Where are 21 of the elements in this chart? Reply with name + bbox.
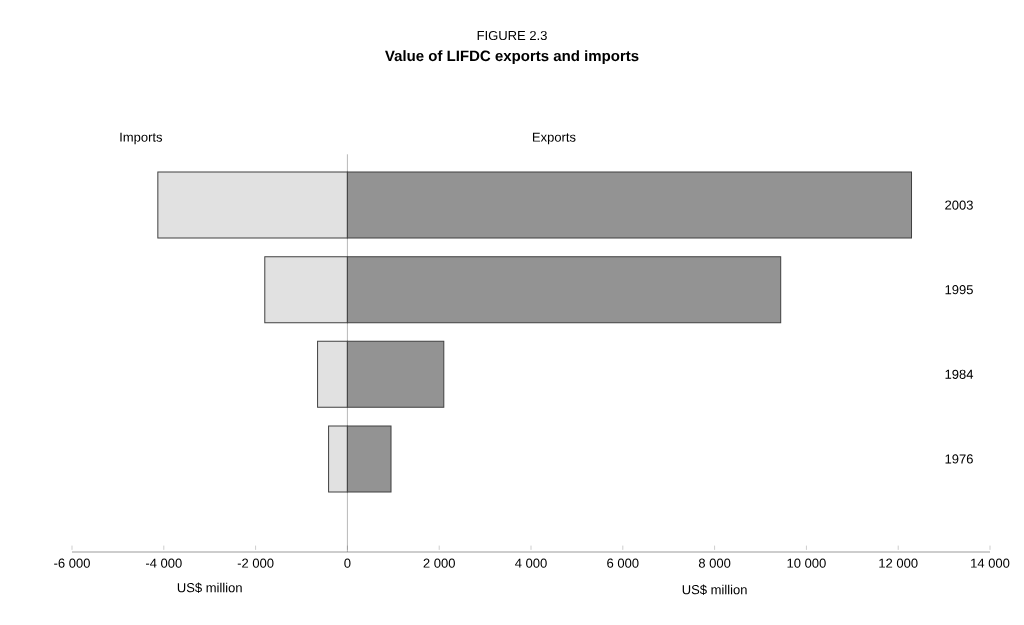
x-tick-label: 8 000 bbox=[698, 558, 731, 568]
chart-subtitle: Value of LIFDC exports and imports bbox=[385, 50, 639, 65]
x-tick-label: -2 000 bbox=[237, 558, 274, 568]
chart-title: FIGURE 2.3 bbox=[477, 30, 547, 41]
x-tick-label: 14 000 bbox=[971, 558, 1010, 568]
y-tick-label: 2003 bbox=[945, 200, 973, 210]
x-tick-label: -6 000 bbox=[54, 558, 90, 568]
x-tick-label: -4 000 bbox=[145, 558, 182, 568]
text: US$ million bbox=[177, 582, 242, 594]
y-tick-label: 1984 bbox=[945, 369, 974, 379]
text: Exports bbox=[532, 132, 576, 145]
x-tick-label: 0 bbox=[344, 558, 351, 568]
x-tick-label: 10 000 bbox=[787, 558, 826, 568]
text: Imports bbox=[120, 132, 163, 145]
x-tick-label: 4 000 bbox=[515, 558, 547, 568]
y-tick-label: 1976 bbox=[945, 454, 973, 464]
y-tick-label: 1995 bbox=[945, 285, 973, 295]
x-tick-label: 2 000 bbox=[423, 558, 455, 568]
x-axis-title: US$ million bbox=[682, 584, 747, 596]
x-tick-label: 6 000 bbox=[607, 558, 639, 568]
x-tick-label: 12 000 bbox=[879, 558, 918, 568]
